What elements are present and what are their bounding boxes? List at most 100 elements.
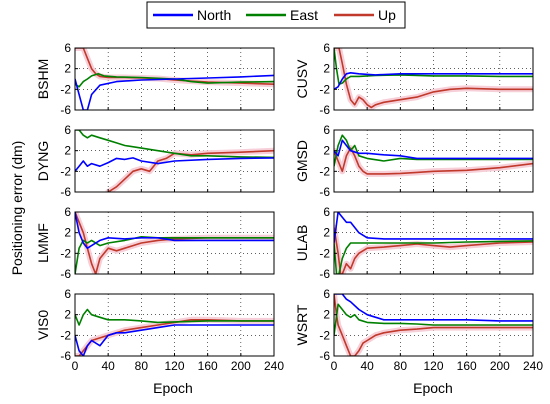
station-label-gmsd: GMSD <box>294 140 310 182</box>
y-tick-label: 2 <box>323 308 330 322</box>
panel-lmmf: -6 -2 2 6 LMMF <box>35 205 275 281</box>
panel-dyng: -6 -2 2 6 DYNG <box>35 123 275 199</box>
y-tick-label: 6 <box>323 41 330 55</box>
y-tick-label: 2 <box>64 226 71 240</box>
y-tick-label: -6 <box>319 267 330 281</box>
series-east-line <box>75 130 274 159</box>
series-group <box>334 48 533 110</box>
y-tick-label: -2 <box>60 246 71 260</box>
series-north-line <box>75 324 274 356</box>
series-east-line <box>75 73 274 88</box>
station-label-lmmf: LMMF <box>35 223 51 263</box>
y-tick-label: 2 <box>323 144 330 158</box>
y-tick-label: -6 <box>60 267 71 281</box>
series-up-line <box>334 294 533 356</box>
x-axis-label-left: Epoch <box>153 380 193 396</box>
y-tick-label: 6 <box>323 123 330 137</box>
plot-area <box>334 130 533 192</box>
y-tick-label: -2 <box>60 164 71 178</box>
station-label-dyng: DYNG <box>35 141 51 181</box>
x-tick-label: 240 <box>264 359 284 373</box>
x-tick-label: 200 <box>490 359 510 373</box>
y-tick-label: -2 <box>319 164 330 178</box>
series-group <box>334 134 533 177</box>
x-tick-label: 120 <box>164 359 184 373</box>
panel-gmsd: -6 -2 2 6 GMSD <box>294 123 534 199</box>
series-group <box>334 212 533 274</box>
x-tick-label: 160 <box>457 359 477 373</box>
panel-ulab: -6 -2 2 6 ULAB <box>294 205 534 281</box>
y-tick-label: -6 <box>60 185 71 199</box>
series-east-line <box>75 308 274 326</box>
series-north-line <box>334 294 533 322</box>
y-tick-label: 6 <box>323 287 330 301</box>
series-group <box>75 48 274 110</box>
x-tick-label: 200 <box>231 359 251 373</box>
series-north-line <box>75 74 274 110</box>
series-up-line <box>334 227 533 274</box>
series-north-line <box>334 212 533 244</box>
y-tick-label: 2 <box>64 308 71 322</box>
x-tick-label: 80 <box>394 359 408 373</box>
x-tick-label: 40 <box>101 359 115 373</box>
legend: North East Up <box>146 1 406 29</box>
station-label-cusv: CUSV <box>294 59 310 99</box>
x-tick-label: 40 <box>360 359 374 373</box>
series-north-line <box>334 139 533 160</box>
series-group <box>75 130 274 192</box>
series-group <box>334 294 533 356</box>
x-tick-label: 120 <box>423 359 443 373</box>
y-tick-label: -2 <box>319 82 330 96</box>
y-tick-label: -6 <box>60 349 71 363</box>
station-label-ulab: ULAB <box>294 225 310 262</box>
y-tick-label: 2 <box>323 226 330 240</box>
series-north-line <box>75 212 274 249</box>
y-tick-label: -6 <box>319 103 330 117</box>
series-east-line <box>334 134 533 167</box>
station-label-bshm: BSHM <box>35 59 51 99</box>
station-label-wsrt: WSRT <box>294 304 310 345</box>
y-tick-label: -6 <box>319 185 330 199</box>
y-tick-label: 6 <box>64 41 71 55</box>
panel-vis0: -6 -2 2 6 0 40 80 120 160 200 240 VIS0 <box>35 287 284 373</box>
panels-layer: -6 -2 2 6 BSHM -6 -2 2 6 CUSV -6 -2 2 6 DYNG -6 -2 2 6 GMSD… <box>35 41 543 373</box>
y-tick-label: 2 <box>64 144 71 158</box>
panel-wsrt: -6 -2 2 6 0 40 80 120 160 200 240 WSRT <box>294 287 543 373</box>
x-axis-label-right: Epoch <box>413 380 453 396</box>
panel-bshm: -6 -2 2 6 BSHM <box>35 41 275 117</box>
series-east-line <box>334 303 533 336</box>
y-tick-label: -6 <box>60 103 71 117</box>
series-north-line <box>334 72 533 90</box>
panel-cusv: -6 -2 2 6 CUSV <box>294 41 534 117</box>
y-tick-label: 6 <box>64 287 71 301</box>
series-east-line <box>75 236 274 274</box>
series-up-line <box>75 319 274 356</box>
x-tick-label: 0 <box>72 359 79 373</box>
x-tick-label: 80 <box>135 359 149 373</box>
y-tick-label: -2 <box>319 246 330 260</box>
series-up-line <box>334 48 533 109</box>
y-tick-label: -6 <box>319 349 330 363</box>
plot-area <box>334 48 533 110</box>
x-tick-label: 0 <box>331 359 338 373</box>
y-tick-label: 6 <box>323 205 330 219</box>
y-tick-label: -2 <box>319 328 330 342</box>
series-group <box>75 308 274 356</box>
series-group <box>75 212 274 274</box>
legend-label-up: Up <box>378 7 396 23</box>
y-tick-label: 2 <box>323 62 330 76</box>
series-north-line <box>75 157 274 172</box>
series-east-line <box>334 240 533 274</box>
y-tick-label: -2 <box>60 328 71 342</box>
x-tick-label: 240 <box>523 359 543 373</box>
y-tick-label: -2 <box>60 82 71 96</box>
y-tick-label: 2 <box>64 62 71 76</box>
series-up-line <box>334 147 533 175</box>
series-up-line <box>107 149 274 192</box>
y-tick-label: 6 <box>64 123 71 137</box>
y-axis-label: Positioning error (dm) <box>9 141 25 276</box>
legend-label-east: East <box>290 7 318 23</box>
x-tick-label: 160 <box>198 359 218 373</box>
legend-label-north: North <box>197 7 231 23</box>
